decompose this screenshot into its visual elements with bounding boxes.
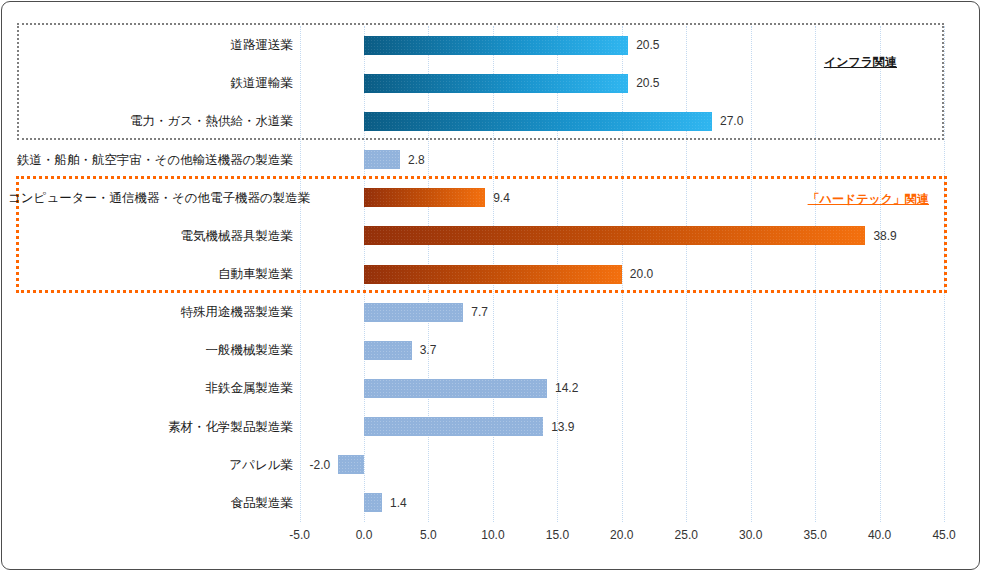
category-label: 特殊用途機器製造業 bbox=[8, 304, 293, 320]
category-label: 電力・ガス・熱供給・水道業 bbox=[8, 113, 293, 129]
x-axis-tick-label: 5.0 bbox=[420, 528, 437, 542]
value-label: 20.0 bbox=[630, 267, 653, 281]
value-label: 1.4 bbox=[390, 496, 407, 510]
value-label: 3.7 bbox=[420, 343, 437, 357]
bar bbox=[364, 226, 865, 245]
value-label: 38.9 bbox=[873, 229, 896, 243]
category-label: 自動車製造業 bbox=[8, 266, 293, 282]
x-axis-tick-label: 35.0 bbox=[804, 528, 827, 542]
x-axis-tick-label: -5.0 bbox=[289, 528, 310, 542]
value-label: 7.7 bbox=[471, 305, 488, 319]
value-label: 20.5 bbox=[636, 38, 659, 52]
category-label: 一般機械製造業 bbox=[8, 342, 293, 358]
bar bbox=[364, 112, 712, 131]
bar bbox=[364, 74, 628, 93]
category-label: 非鉄金属製造業 bbox=[8, 380, 293, 396]
bar bbox=[364, 379, 547, 398]
value-label: 9.4 bbox=[493, 191, 510, 205]
category-label: 道路運送業 bbox=[8, 37, 293, 53]
category-label: 鉄道・船舶・航空宇宙・その他輸送機器の製造業 bbox=[8, 152, 293, 168]
group-label-infra: インフラ関連 bbox=[824, 54, 897, 71]
category-label: コンピューター・通信機器・その他電子機器の製造業 bbox=[8, 190, 293, 206]
x-axis-tick-label: 25.0 bbox=[675, 528, 698, 542]
value-label: 27.0 bbox=[720, 114, 743, 128]
value-label: 13.9 bbox=[551, 420, 574, 434]
bar bbox=[364, 265, 622, 284]
category-label: 電気機械器具製造業 bbox=[8, 228, 293, 244]
category-label: 鉄道運輸業 bbox=[8, 75, 293, 91]
group-label-hardtech: 「ハードテック」関連 bbox=[808, 191, 929, 208]
category-label: アパレル業 bbox=[8, 457, 293, 473]
x-axis-tick-label: 15.0 bbox=[546, 528, 569, 542]
bar bbox=[364, 341, 412, 360]
x-axis-tick-label: 40.0 bbox=[868, 528, 891, 542]
bar bbox=[364, 36, 628, 55]
bar bbox=[364, 303, 463, 322]
x-axis-tick-label: 30.0 bbox=[739, 528, 762, 542]
category-label: 食品製造業 bbox=[8, 495, 293, 511]
bar bbox=[364, 417, 543, 436]
value-label: -2.0 bbox=[290, 458, 330, 472]
x-axis-tick-label: 20.0 bbox=[610, 528, 633, 542]
value-label: 20.5 bbox=[636, 76, 659, 90]
bar bbox=[364, 188, 485, 207]
value-label: 14.2 bbox=[555, 381, 578, 395]
x-axis-tick-label: 0.0 bbox=[356, 528, 373, 542]
x-axis-tick-label: 45.0 bbox=[932, 528, 955, 542]
bar bbox=[364, 493, 382, 512]
category-label: 素材・化学製品製造業 bbox=[8, 419, 293, 435]
x-axis-tick-label: 10.0 bbox=[481, 528, 504, 542]
bar bbox=[338, 455, 364, 474]
bar bbox=[364, 150, 400, 169]
value-label: 2.8 bbox=[408, 153, 425, 167]
